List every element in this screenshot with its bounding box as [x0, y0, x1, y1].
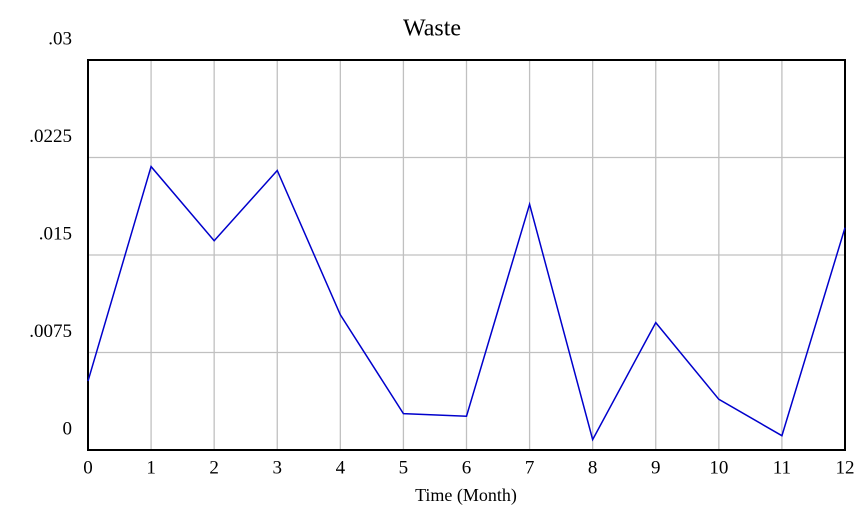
y-tick-label: .015 — [39, 223, 72, 244]
plot-frame — [87, 59, 846, 451]
x-tick-label: 10 — [709, 457, 728, 478]
y-tick-label: .03 — [48, 28, 72, 49]
chart-title: Waste — [403, 16, 461, 42]
data-line — [87, 165, 846, 442]
x-tick-label: 12 — [836, 457, 855, 478]
x-tick-label: 6 — [462, 457, 472, 478]
y-tick-label: .0075 — [29, 321, 72, 342]
x-tick-label: 2 — [209, 457, 219, 478]
x-tick-label: 4 — [336, 457, 346, 478]
y-tick-label: 0 — [63, 418, 73, 439]
y-tick-label: .0225 — [29, 126, 72, 147]
x-tick-label: 1 — [146, 457, 156, 478]
x-tick-label: 7 — [525, 457, 535, 478]
x-tick-label: 3 — [273, 457, 283, 478]
x-axis-label: Time (Month) — [415, 485, 517, 506]
x-tick-label: 8 — [588, 457, 598, 478]
x-tick-label: 5 — [399, 457, 409, 478]
x-tick-label: 9 — [651, 457, 661, 478]
x-tick-label: 0 — [83, 457, 93, 478]
x-tick-label: 11 — [773, 457, 791, 478]
